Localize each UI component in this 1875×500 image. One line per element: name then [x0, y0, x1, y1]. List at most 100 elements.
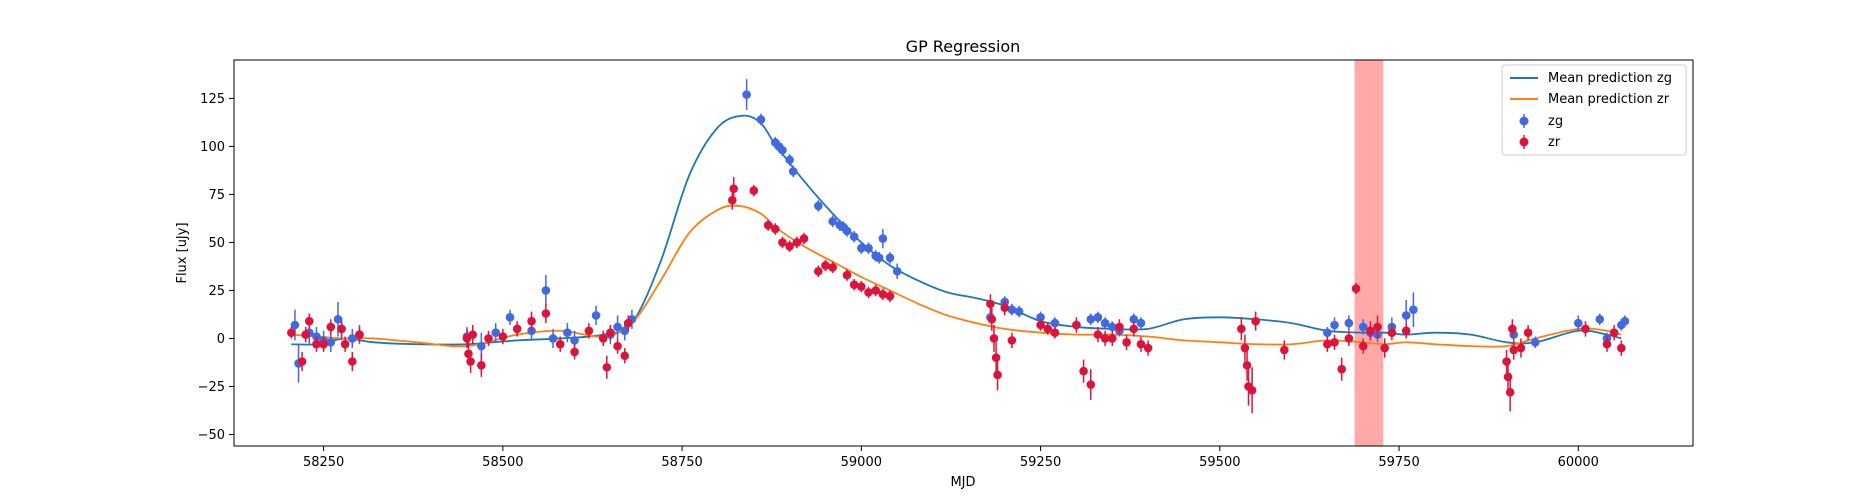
data-point-zg: [1093, 311, 1103, 324]
marker: [1093, 313, 1103, 322]
marker: [355, 330, 364, 339]
marker: [814, 266, 823, 276]
marker: [1251, 316, 1260, 326]
marker: [326, 322, 336, 332]
data-point-zr: [312, 336, 321, 352]
data-point-zg: [1330, 317, 1339, 333]
data-point-zr: [821, 259, 830, 272]
marker: [1530, 337, 1540, 347]
marker: [468, 330, 478, 339]
marker: [347, 357, 357, 366]
marker: [541, 286, 551, 295]
data-point-zg: [1136, 317, 1146, 329]
marker: [584, 326, 594, 336]
legend-label-zr: zr: [1548, 135, 1561, 150]
marker: [602, 362, 612, 372]
marker: [770, 224, 780, 234]
marker: [878, 289, 888, 299]
marker: [1330, 320, 1339, 330]
data-point-zg: [1007, 303, 1017, 316]
data-point-zg: [1086, 313, 1096, 326]
data-point-zr: [871, 284, 880, 297]
marker: [1100, 334, 1110, 343]
marker: [1620, 316, 1630, 326]
data-point-zg: [591, 305, 601, 326]
data-point-zr: [620, 348, 630, 364]
y-tick-label: 50: [208, 236, 225, 251]
data-point-zr: [1079, 359, 1088, 383]
data-point-zr: [1093, 326, 1103, 343]
marker: [763, 220, 773, 230]
y-axis-label: Flux [uJy]: [175, 222, 190, 283]
mean-prediction-lines: [291, 114, 1622, 348]
marker: [1609, 328, 1619, 337]
data-point-zr: [1280, 340, 1289, 360]
legend-label-zg: zg: [1548, 114, 1563, 129]
data-point-zr: [1247, 367, 1257, 414]
data-point-zr: [1007, 332, 1017, 349]
data-point-zg: [326, 332, 336, 352]
y-tick-label: 125: [200, 92, 225, 107]
marker: [1107, 334, 1117, 343]
marker: [828, 217, 837, 226]
data-point-zr: [1337, 357, 1346, 381]
data-point-zr: [1237, 317, 1246, 341]
x-tick-label: 60000: [1558, 455, 1599, 470]
data-point-zg: [857, 242, 866, 254]
data-point-zr: [1508, 319, 1517, 339]
data-point-zg: [892, 263, 902, 279]
data-point-zr: [989, 325, 999, 352]
data-point-zr: [842, 269, 852, 281]
marker: [477, 361, 486, 370]
marker: [340, 339, 350, 349]
marker: [555, 339, 565, 349]
data-point-zg: [842, 225, 852, 237]
data-point-zg: [1595, 313, 1605, 326]
shaded-region: [1354, 60, 1384, 446]
marker: [1344, 334, 1354, 343]
data-point-zr: [337, 321, 346, 337]
marker: [756, 115, 766, 124]
data-point-zr: [1107, 330, 1117, 347]
legend-label-mean-zg: Mean prediction zg: [1548, 71, 1672, 86]
marker: [1595, 314, 1605, 324]
marker: [1093, 330, 1103, 339]
marker: [477, 341, 486, 351]
marker: [1380, 343, 1390, 353]
y-tick-label: −25: [198, 380, 225, 395]
marker: [1036, 313, 1045, 322]
data-point-zg: [541, 275, 551, 306]
x-tick-label: 58750: [661, 455, 702, 470]
data-point-zr: [1505, 373, 1515, 412]
data-point-zg: [778, 144, 787, 157]
x-axis-label: MJD: [950, 475, 975, 490]
marker: [993, 370, 1002, 380]
data-point-zr: [857, 280, 866, 293]
data-point-zr: [792, 236, 802, 249]
data-point-zr: [729, 177, 739, 201]
marker: [1337, 364, 1346, 374]
data-point-zr: [304, 313, 314, 329]
data-point-zg: [885, 252, 895, 264]
x-tick-label: 59750: [1378, 455, 1419, 470]
marker: [620, 326, 630, 336]
marker: [620, 351, 630, 361]
data-point-zr: [541, 303, 551, 324]
data-point-zg: [613, 315, 622, 339]
marker: [987, 314, 997, 324]
data-point-zg: [290, 309, 300, 341]
data-point-zr: [778, 236, 787, 249]
marker: [304, 316, 314, 326]
marker: [606, 328, 615, 337]
y-axis-ticks: −50 −25 0 25 50 75 100 125: [198, 92, 234, 443]
data-point-zr: [1000, 300, 1010, 316]
marker: [749, 186, 759, 195]
data-point-zg: [1620, 315, 1630, 327]
marker: [871, 286, 880, 295]
data-point-zr: [512, 321, 522, 337]
data-point-zr: [355, 326, 364, 343]
marker: [1523, 328, 1533, 337]
data-point-zr: [319, 336, 328, 352]
chart-title: GP Regression: [906, 37, 1021, 56]
